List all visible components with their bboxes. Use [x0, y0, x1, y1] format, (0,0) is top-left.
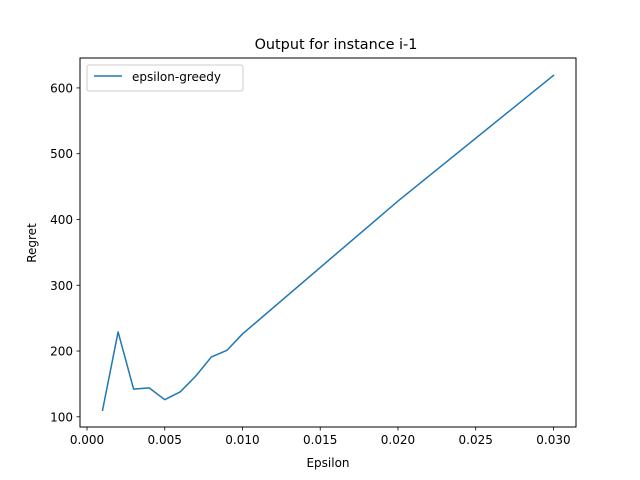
- chart-title: Output for instance i-1: [255, 37, 418, 53]
- x-tick-label: 0.025: [459, 433, 493, 447]
- legend-box: [86, 64, 244, 92]
- y-tick-label: 300: [50, 279, 73, 293]
- y-tick-label: 500: [50, 147, 73, 161]
- plot-area: [101, 74, 555, 412]
- axes-frame: [79, 57, 577, 428]
- x-tick-label: 0.015: [303, 433, 337, 447]
- x-tick-label: 0.010: [225, 433, 259, 447]
- legend: epsilon-greedy: [86, 64, 244, 92]
- x-axis-label: Epsilon: [306, 456, 349, 470]
- y-tick-label: 600: [50, 81, 73, 95]
- y-tick-label: 400: [50, 213, 73, 227]
- y-tick-label: 200: [50, 345, 73, 359]
- y-axis-label: Regret: [25, 223, 39, 263]
- x-tick-label: 0.020: [381, 433, 415, 447]
- x-axis-ticks: 0.000 0.005 0.010 0.015 0.020 0.025 0.030: [70, 427, 571, 447]
- series-line-epsilon-greedy: [101, 74, 555, 412]
- x-tick-label: 0.030: [536, 433, 570, 447]
- y-axis-ticks: 100 200 300 400 500 600: [50, 81, 80, 424]
- x-tick-label: 0.005: [148, 433, 182, 447]
- x-tick-label: 0.000: [70, 433, 104, 447]
- legend-label: epsilon-greedy: [132, 70, 221, 84]
- y-tick-label: 100: [50, 410, 73, 424]
